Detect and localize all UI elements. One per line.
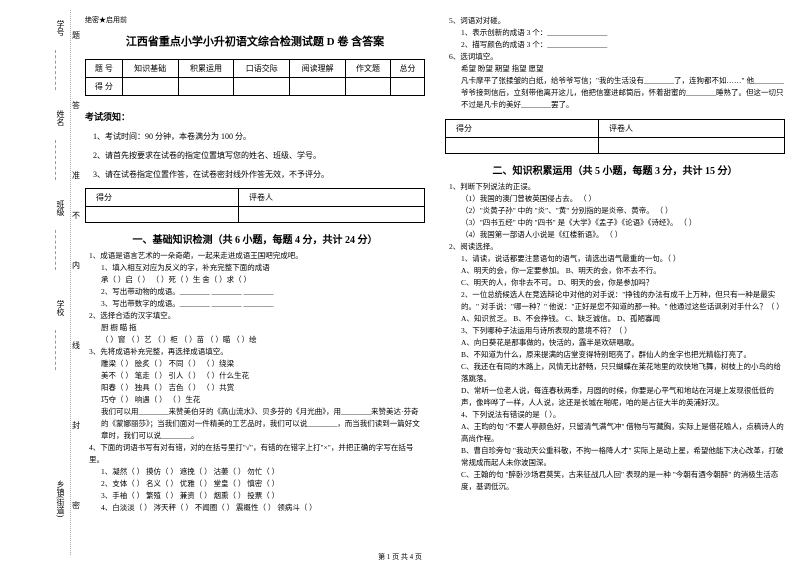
question-line: 4、下列说法有错误的是（ ）。 <box>461 409 785 421</box>
question-line: C、明天的人，你非去不可。 D、明天的会，你是参加吗？ <box>461 277 785 289</box>
section-heading: 二、知识积累运用（共 5 小题，每题 3 分，共计 15 分） <box>445 162 785 177</box>
question-line: （2）"炎黄子孙" 中的 "炎"、"黄" 分别指的是炎帝、黄帝。 （ ） <box>461 205 785 217</box>
td <box>86 207 239 223</box>
page-footer: 第 1 页 共 4 页 <box>0 552 800 562</box>
score-entry-box: 得分评卷人 <box>85 188 425 223</box>
seal-char: 题 <box>72 30 80 41</box>
question-line: 厨 橱 瞄 拖 <box>101 322 425 334</box>
question-stem: 2、阅读选择。 <box>449 241 785 253</box>
td <box>598 138 784 154</box>
question-line: 凡卡摩平了张揉皱的白纸，给爷爷写信；"我的生活没有________了，连狗都不如… <box>461 75 785 111</box>
question-line: （ ）窗 （ ）艺 （ ）柜 （ ）苗 （ ）瞄 （ ）绘 <box>101 334 425 346</box>
question-line: 美不（ ） 笔走（ ） 引人（ ） （ ）什么生花 <box>101 370 425 382</box>
th: 积累运用 <box>178 60 234 78</box>
question-stem: 1、成语是语言艺术的一朵奇葩，一起来走进成语王国吧完成吧。 <box>89 250 425 262</box>
paper-title: 江西省重点小学小升初语文综合检测试题 D 卷 含答案 <box>85 33 425 49</box>
td: 得 分 <box>86 78 123 96</box>
label-township: 乡镇(街道) <box>55 480 66 517</box>
question-line: 希望 盼望 期望 指望 愿望 <box>461 63 785 75</box>
td <box>446 138 599 154</box>
question-line: 3、手袖（ ） 繁殖（ ） 兼资（ ） 烟熏（ ） 投票（ ） <box>101 490 425 502</box>
question-line: 4、白淡淡（ ） 涔天秤（ ） 不闻圈（ ） 震概性（ ） 领病斗（ ） <box>101 502 425 514</box>
question-line: C、我还在有同的木路上，风情无比舒畅，只只蝴蝶在莱花地里的欢快地飞舞，树枝上的小… <box>461 361 785 385</box>
th: 题 号 <box>86 60 123 78</box>
label-name: 姓名 <box>55 110 66 126</box>
question-stem: 2、选择合适的汉字填空。 <box>89 310 425 322</box>
confidential-mark: 绝密★启用前 <box>85 15 425 25</box>
question-line: 雕梁（ ） 脍炙（ ） 不同（ ） （ ）绕梁 <box>101 358 425 370</box>
question-line: 2、描写颜色的成语 3 个：________________ <box>461 39 785 51</box>
seal-char: 答 <box>72 100 80 111</box>
question-line: 1、凝然（ ） 摸仿（ ） 遮挽（ ） 沽萎（ ） 勿忙（ ） <box>101 466 425 478</box>
question-stem: 5、词语对对碰。 <box>449 15 785 27</box>
td <box>234 78 290 96</box>
question-line: 阳春（ ） 独具（ ） 吉色（ ） （ ）共赏 <box>101 382 425 394</box>
seal-char: 不 <box>72 210 80 221</box>
question-sub: 3、写出带数字的成语。________ ________ ________ <box>101 298 425 310</box>
td: 得分 <box>86 189 239 207</box>
table-row: 得 分 <box>86 78 425 96</box>
td <box>122 78 178 96</box>
question-line: （4）我国第一部语人小说是《红楼新语》。 （ ） <box>461 229 785 241</box>
seal-char: 准 <box>72 170 80 181</box>
question-line: 承（ ）启（ ） （ ）死（ ）生 舍（ ）求（ ） <box>101 274 425 286</box>
td <box>290 78 346 96</box>
question-line: A、知识贫乏。 B、不会挣钱。 C、缺乏诚信。 D、孤陋寡闻 <box>461 313 785 325</box>
notice-item: 1、考试时间：90 分钟，本卷满分为 100 分。 <box>93 131 425 142</box>
question-line: 巧夺（ ） 响遇（ ） （ ）生花 <box>101 394 425 406</box>
td: 评卷人 <box>238 189 424 207</box>
seal-char: 封 <box>72 420 80 431</box>
page-content: 绝密★启用前 江西省重点小学小升初语文综合检测试题 D 卷 含答案 题 号 知识… <box>85 15 785 545</box>
th: 总分 <box>390 60 424 78</box>
label-school: 学校 <box>55 300 66 316</box>
question-line: A、明天的会，你一定要参加。 B、明天的会，你不去不行。 <box>461 265 785 277</box>
td: 评卷人 <box>598 120 784 138</box>
fold-line <box>70 10 71 555</box>
left-column: 绝密★启用前 江西省重点小学小升初语文综合检测试题 D 卷 含答案 题 号 知识… <box>85 15 425 545</box>
score-entry-box: 得分评卷人 <box>445 119 785 154</box>
notice-item: 2、请首先按要求在试卷的指定位置填写您的姓名、班级、学号。 <box>93 150 425 161</box>
question-line: 1、表示创新的成语 3 个：________________ <box>461 27 785 39</box>
label-student-id: 学号 <box>55 20 66 36</box>
binding-margin: 学号 姓名 班级 学校 乡镇(街道) <box>0 0 80 565</box>
question-line: B、曹自珍旁句 "我动天公重科敬，不拘一格降人才" 实际上是动上星，希望他能下决… <box>461 445 785 469</box>
seal-char: 内 <box>72 260 80 271</box>
question-line: D、常听一位老人说，每连春秋两季，月圆的时候，你要是心平气和地站在河堤上发现很低… <box>461 385 785 409</box>
question-sub: 2、写出带动物的成语。________ ________ ________ <box>101 286 425 298</box>
question-line: B、不知道为什么，原来提满的店堂变得特别昭亮了，群仙人的金字也把光精临打亮了。 <box>461 349 785 361</box>
th: 阅读理解 <box>290 60 346 78</box>
question-line: 2、支体（ ） 名义（ ） 优雅（ ） 堂皇（ ） 慎密（ ） <box>101 478 425 490</box>
question-sub: 1、填入相互对应为反义的字，补充完整下面的成语 <box>101 262 425 274</box>
notice-item: 3、请在试卷指定位置作答，在试卷密封线外作答无效，不予评分。 <box>93 169 425 180</box>
td: 得分 <box>446 120 599 138</box>
section-heading: 一、基础知识检测（共 6 小题，每题 4 分，共计 24 分） <box>85 231 425 246</box>
question-line: 1、请读，说话都要注意语句的语气，请选出语气最重的一句。（ ） <box>461 253 785 265</box>
question-line: 3、下列哪种子法运用与诗所表现的意境不符？（ ） <box>461 325 785 337</box>
question-line: 2、一位总统候选人在竞选辩论中对他的对手说："挣钱的办法有成千上万种，但只有一种… <box>461 289 785 313</box>
question-stem: 3、先将成语补充完整，再选择成语填空。 <box>89 346 425 358</box>
seal-char: 线 <box>72 340 80 351</box>
right-column: 5、词语对对碰。 1、表示创新的成语 3 个：________________ … <box>445 15 785 545</box>
question-stem: 4、下面的词语书写有对有错，对的在括号里打"√"，有错的在错字上打"×"，并把正… <box>89 442 425 466</box>
question-line: A、王昀的句 "不要人亭颜色好，只留清气满气冲" 借物与写藏胸，实际上是借花喻人… <box>461 421 785 445</box>
td <box>238 207 424 223</box>
label-class: 班级 <box>55 200 66 216</box>
notice-heading: 考试须知： <box>85 110 425 123</box>
question-line: A、向日葵花是那事做的，快活的，露半是欢研唱歌。 <box>461 337 785 349</box>
th: 口语交际 <box>234 60 290 78</box>
td <box>390 78 424 96</box>
question-line: C、王翰的句 "醉卧沙场君莫笑，古来征战几人回" 表现的是一种 "今朝有酒今朝醉… <box>461 469 785 493</box>
question-line: 我们可以用________来赞美伯牙的《高山流水》、贝多芬的《月光曲》，用___… <box>101 406 425 442</box>
question-line: （1）我国的澳门曾被英国侵占去。 （ ） <box>461 193 785 205</box>
th: 知识基础 <box>122 60 178 78</box>
td <box>178 78 234 96</box>
th: 作文题 <box>346 60 391 78</box>
td <box>346 78 391 96</box>
seal-char: 密 <box>72 500 80 511</box>
table-row: 题 号 知识基础 积累运用 口语交际 阅读理解 作文题 总分 <box>86 60 425 78</box>
question-stem: 6、选词填空。 <box>449 51 785 63</box>
question-line: （3）"四书五经" 中的 "四书" 是《大学》《孟子》《论语》《诗经》。 （ ） <box>461 217 785 229</box>
question-stem: 1、判断下列说法的正误。 <box>449 181 785 193</box>
score-table: 题 号 知识基础 积累运用 口语交际 阅读理解 作文题 总分 得 分 <box>85 59 425 96</box>
